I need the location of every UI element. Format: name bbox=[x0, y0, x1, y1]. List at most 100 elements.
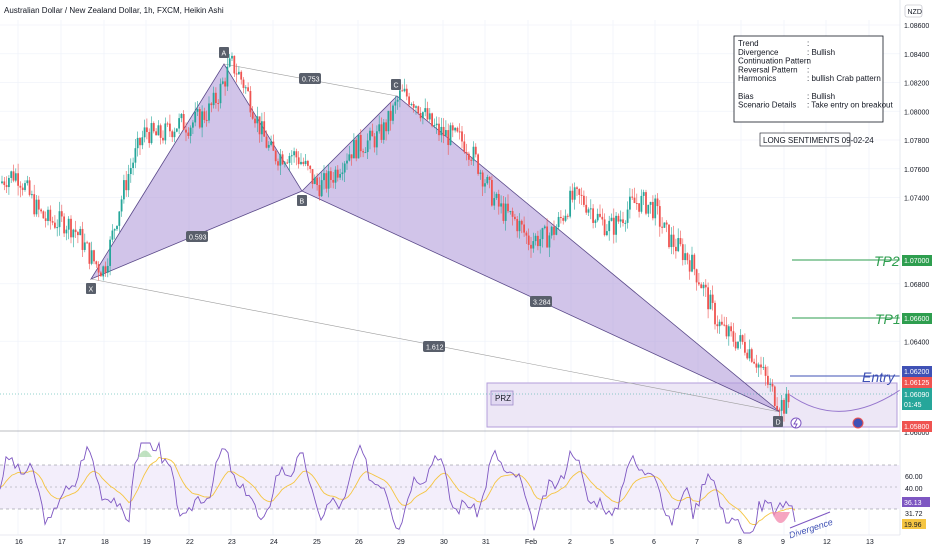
candle-body bbox=[546, 226, 548, 248]
candle-body bbox=[755, 363, 758, 368]
candle-body bbox=[576, 187, 578, 189]
candle-body bbox=[256, 116, 259, 124]
svg-text:19.96: 19.96 bbox=[904, 522, 922, 529]
candle-body bbox=[109, 239, 111, 266]
time-axis[interactable]: 16 17 18 19 22 23 24 25 26 29 30 31 Feb 2 5 6 7 8 9 12 13 bbox=[15, 539, 874, 546]
candle-body bbox=[734, 341, 737, 349]
candle-body bbox=[435, 123, 438, 126]
currency-badge[interactable] bbox=[904, 4, 923, 18]
candle-body bbox=[244, 87, 247, 89]
candle-body bbox=[750, 349, 753, 362]
candle-body bbox=[537, 235, 539, 247]
candle-body bbox=[509, 211, 512, 213]
candle-body bbox=[286, 162, 289, 164]
candle-body bbox=[698, 282, 700, 285]
time-tick: 7 bbox=[695, 539, 699, 546]
candle-body bbox=[387, 110, 390, 132]
candle-body bbox=[277, 161, 279, 166]
candle-body bbox=[251, 112, 254, 119]
candle-body bbox=[571, 190, 574, 200]
candle-body bbox=[776, 405, 778, 410]
candle-body bbox=[228, 58, 231, 67]
candle-body bbox=[502, 203, 505, 221]
candle-body bbox=[219, 83, 222, 104]
candle-body bbox=[585, 204, 588, 213]
candle-body bbox=[226, 66, 229, 87]
time-tick: 23 bbox=[228, 539, 236, 546]
candle-body bbox=[523, 224, 525, 233]
candle-body bbox=[201, 111, 203, 128]
candle-body bbox=[334, 169, 337, 183]
ratio-xb: 0.593 bbox=[186, 231, 208, 242]
candle-body bbox=[511, 211, 514, 217]
candle-body bbox=[281, 154, 284, 165]
candle-body bbox=[116, 225, 118, 230]
candle-body bbox=[562, 218, 565, 221]
candle-body bbox=[410, 104, 413, 106]
candle-body bbox=[81, 228, 84, 250]
svg-text:0.593: 0.593 bbox=[189, 235, 207, 242]
candle-body bbox=[293, 151, 295, 156]
candle-body bbox=[491, 179, 493, 206]
candle-body bbox=[497, 193, 500, 207]
candle-body bbox=[357, 134, 360, 159]
candle-body bbox=[732, 331, 735, 342]
candle-body bbox=[178, 118, 180, 129]
candle-body bbox=[691, 254, 693, 272]
tp1-label: TP1 bbox=[875, 311, 901, 327]
candle-body bbox=[284, 162, 286, 165]
candle-body bbox=[12, 171, 15, 181]
candle-body bbox=[205, 119, 208, 121]
candle-body bbox=[442, 126, 445, 136]
candle-body bbox=[631, 196, 634, 198]
candle-body bbox=[313, 177, 316, 184]
candle-body bbox=[146, 127, 148, 133]
candle-body bbox=[17, 173, 19, 186]
candle-body bbox=[120, 199, 123, 212]
candle-body bbox=[461, 131, 463, 142]
candle-body bbox=[196, 109, 199, 112]
flag-event-icon[interactable] bbox=[852, 417, 864, 429]
candle-body bbox=[652, 201, 654, 219]
svg-text:D: D bbox=[776, 420, 781, 427]
candle-body bbox=[762, 366, 765, 368]
candle-body bbox=[169, 123, 171, 132]
candle-body bbox=[171, 131, 174, 138]
rsi-tick-60: 60.00 bbox=[905, 474, 923, 481]
candle-body bbox=[389, 110, 392, 121]
candle-body bbox=[778, 409, 781, 411]
candle-body bbox=[514, 216, 516, 220]
alert-bolt-icon[interactable] bbox=[790, 417, 802, 429]
candle-body bbox=[104, 266, 107, 273]
candle-body bbox=[263, 121, 266, 137]
candle-body bbox=[695, 269, 698, 283]
candle-body bbox=[378, 124, 381, 132]
info-row-value: : Take entry on breakout bbox=[807, 101, 893, 110]
svg-text:1.05800: 1.05800 bbox=[904, 424, 929, 431]
time-tick: 31 bbox=[482, 539, 490, 546]
candle-body bbox=[619, 219, 622, 222]
projection-curve bbox=[789, 389, 901, 412]
candle-body bbox=[465, 152, 468, 154]
candle-body bbox=[261, 121, 263, 135]
svg-text:0.753: 0.753 bbox=[302, 77, 320, 84]
candle-body bbox=[267, 144, 270, 148]
candle-body bbox=[520, 220, 523, 225]
candle-body bbox=[500, 203, 502, 207]
candle-body bbox=[587, 209, 590, 213]
candle-body bbox=[373, 136, 376, 148]
info-row-label: Continuation Pattern bbox=[738, 57, 811, 66]
candle-body bbox=[159, 125, 162, 138]
candle-body bbox=[93, 250, 95, 262]
candle-body bbox=[428, 113, 431, 120]
candle-body bbox=[681, 244, 684, 261]
candle-body bbox=[557, 216, 560, 228]
candle-body bbox=[456, 127, 459, 132]
candle-body bbox=[150, 123, 153, 144]
candles-group bbox=[1, 52, 790, 422]
candle-body bbox=[355, 139, 358, 159]
candle-body bbox=[668, 224, 670, 248]
candle-body bbox=[185, 129, 187, 133]
candle-body bbox=[316, 177, 318, 186]
